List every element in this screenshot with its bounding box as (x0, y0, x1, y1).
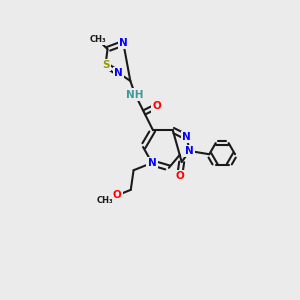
Text: CH₃: CH₃ (89, 35, 106, 44)
Text: N: N (114, 68, 123, 78)
Text: NH: NH (127, 90, 144, 100)
Text: N: N (148, 158, 156, 168)
Text: O: O (175, 171, 184, 181)
Text: O: O (112, 190, 121, 200)
Text: CH₃: CH₃ (97, 196, 113, 205)
Text: N: N (119, 38, 128, 48)
Text: N: N (182, 132, 191, 142)
Text: N: N (185, 146, 194, 156)
Text: O: O (152, 101, 161, 111)
Text: S: S (102, 60, 109, 70)
